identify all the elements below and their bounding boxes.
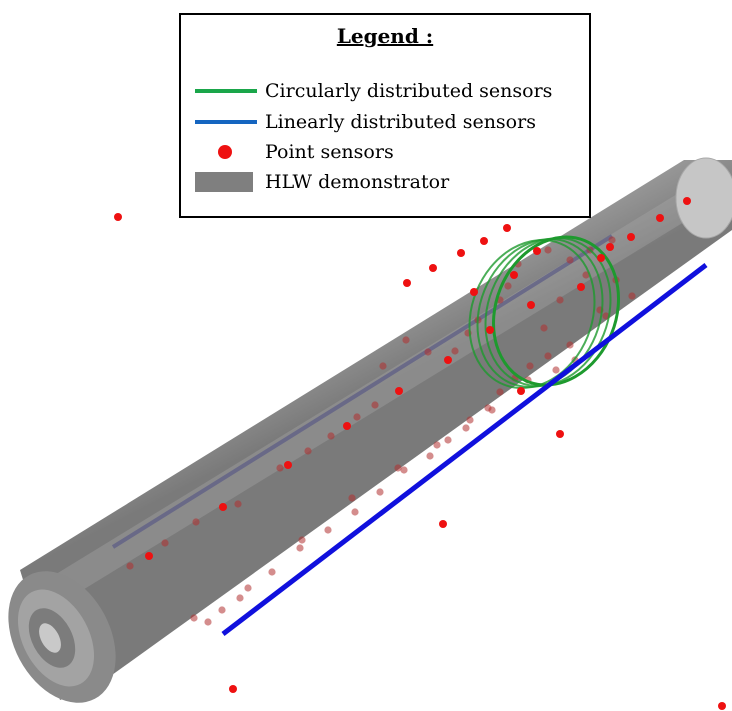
point-sensor-hidden xyxy=(540,324,548,332)
point-sensor-hidden xyxy=(496,388,504,396)
point-sensor xyxy=(556,430,564,438)
point-sensor xyxy=(656,214,664,222)
point-sensor xyxy=(439,520,447,528)
point-sensor-hidden xyxy=(304,447,312,455)
point-sensor xyxy=(145,552,153,560)
point-sensor xyxy=(533,247,541,255)
point-sensors-visible xyxy=(114,197,726,710)
legend-label: Point sensors xyxy=(265,141,394,163)
point-sensor xyxy=(503,224,511,232)
point-sensor xyxy=(683,197,691,205)
point-sensor xyxy=(577,283,585,291)
legend-item-hlw: HLW demonstrator xyxy=(191,168,449,196)
point-sensor xyxy=(114,213,122,221)
point-sensor-hidden xyxy=(628,292,636,300)
point-sensor xyxy=(606,243,614,251)
point-sensor-hidden xyxy=(161,539,169,547)
legend-item-linear: Linearly distributed sensors xyxy=(191,108,536,136)
point-sensor xyxy=(457,249,465,257)
legend-label: Circularly distributed sensors xyxy=(265,80,553,102)
point-sensor-hidden xyxy=(379,362,387,370)
point-sensor-hidden xyxy=(268,568,276,576)
green-line-swatch-icon xyxy=(191,77,257,105)
point-sensor-hidden xyxy=(296,544,304,552)
circular-sensor-ring xyxy=(476,238,604,388)
legend-box: Legend : Circularly distributed sensors … xyxy=(179,13,591,218)
red-dot-swatch-icon xyxy=(191,138,257,166)
tube-far-end-cap xyxy=(675,157,732,239)
point-sensor-hidden xyxy=(451,347,459,355)
point-sensor xyxy=(718,702,726,710)
legend-label: Linearly distributed sensors xyxy=(265,111,536,133)
point-sensor-hidden xyxy=(348,494,356,502)
circular-sensor-ring xyxy=(492,235,620,387)
point-sensor-hidden xyxy=(244,584,252,592)
point-sensor-hidden xyxy=(218,606,226,614)
point-sensor-hidden xyxy=(504,282,512,290)
grey-rect-swatch-icon xyxy=(191,168,257,196)
linear-sensor-line xyxy=(221,263,708,636)
legend-label: HLW demonstrator xyxy=(265,171,450,193)
point-sensor xyxy=(510,271,518,279)
point-sensor-hidden xyxy=(234,500,242,508)
point-sensor-hidden xyxy=(433,441,441,449)
point-sensor-hidden xyxy=(444,436,452,444)
point-sensor-hidden xyxy=(424,348,432,356)
point-sensor-hidden xyxy=(324,526,332,534)
point-sensor xyxy=(395,387,403,395)
point-sensor xyxy=(403,279,411,287)
point-sensor-hidden xyxy=(466,416,474,424)
point-sensor xyxy=(229,685,237,693)
point-sensor xyxy=(470,288,478,296)
point-sensor-hidden xyxy=(566,341,574,349)
point-sensor xyxy=(627,233,635,241)
point-sensor xyxy=(343,422,351,430)
point-sensor-hidden xyxy=(126,562,134,570)
point-sensor-hidden xyxy=(488,406,496,414)
point-sensor-hidden xyxy=(351,508,359,516)
point-sensor xyxy=(219,503,227,511)
blue-line-swatch-icon xyxy=(191,108,257,136)
point-sensor xyxy=(284,461,292,469)
point-sensor-hidden xyxy=(236,594,244,602)
point-sensor xyxy=(597,254,605,262)
point-sensor-hidden xyxy=(566,256,574,264)
circular-sensor-ring xyxy=(484,237,612,387)
point-sensor-hidden xyxy=(353,413,361,421)
point-sensor-hidden xyxy=(426,452,434,460)
point-sensor-hidden xyxy=(526,362,534,370)
point-sensor-hidden xyxy=(552,366,560,374)
point-sensor xyxy=(517,387,525,395)
point-sensor-hidden xyxy=(608,236,616,244)
point-sensor-hidden xyxy=(556,296,564,304)
legend-item-circular: Circularly distributed sensors xyxy=(191,77,552,105)
point-sensor-hidden xyxy=(376,488,384,496)
point-sensor-hidden xyxy=(400,466,408,474)
point-sensor-hidden xyxy=(402,336,410,344)
inner-rod xyxy=(111,234,614,549)
point-sensor-hidden xyxy=(371,401,379,409)
tube-body xyxy=(20,160,732,700)
point-sensor-hidden xyxy=(276,464,284,472)
point-sensor-hidden xyxy=(192,518,200,526)
point-sensor-hidden xyxy=(394,464,402,472)
point-sensor-hidden xyxy=(327,432,335,440)
point-sensor-hidden xyxy=(190,614,198,622)
point-sensor-hidden xyxy=(204,618,212,626)
point-sensor xyxy=(486,326,494,334)
point-sensor-hidden xyxy=(544,352,552,360)
legend-title: Legend : xyxy=(336,24,434,48)
point-sensor-hidden xyxy=(298,536,306,544)
point-sensor xyxy=(480,237,488,245)
point-sensor-hidden xyxy=(462,424,470,432)
point-sensor xyxy=(527,301,535,309)
circular-sensor-rings xyxy=(468,235,620,389)
point-sensor-hidden xyxy=(582,271,590,279)
point-sensor xyxy=(429,264,437,272)
point-sensor xyxy=(444,356,452,364)
legend-item-point: Point sensors xyxy=(191,138,394,166)
point-sensor-hidden xyxy=(544,246,552,254)
tube-near-end-cap xyxy=(8,571,116,703)
